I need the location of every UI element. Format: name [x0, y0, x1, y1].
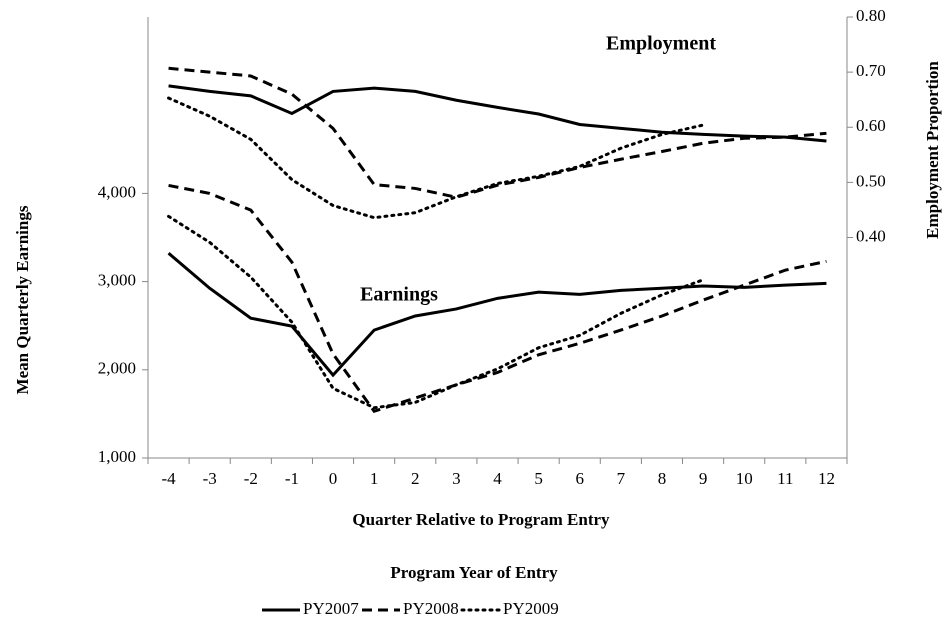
x-tick-label: -2 [244, 469, 258, 488]
legend-label: PY2009 [503, 599, 559, 618]
series-line [168, 183, 827, 414]
x-tick-label: 1 [370, 469, 379, 488]
y2-tick-label: 0.70 [856, 61, 886, 80]
series-line [167, 214, 705, 410]
series-line [168, 84, 827, 143]
legend-title: Program Year of Entry [390, 563, 558, 582]
y-tick-label: 1,000 [98, 447, 136, 466]
x-tick-label: -4 [161, 469, 176, 488]
annotation: Earnings [360, 284, 438, 306]
y2-tick-label: 0.40 [856, 226, 886, 245]
annotation: Employment [606, 33, 716, 55]
x-tick-label: 4 [493, 469, 502, 488]
x-tick-label: 11 [777, 469, 793, 488]
y-tick-label: 2,000 [98, 359, 136, 378]
x-tick-label: 8 [658, 469, 667, 488]
series-line [167, 252, 827, 378]
y2-tick-label: 0.80 [856, 6, 886, 25]
x-axis-title: Quarter Relative to Program Entry [352, 510, 610, 529]
x-tick-label: 6 [575, 469, 584, 488]
x-tick-label: 9 [699, 469, 708, 488]
y-axis-title: Mean Quarterly Earnings [13, 205, 32, 394]
x-tick-label: 7 [617, 469, 626, 488]
series-line [167, 96, 705, 220]
y2-axis-title: Employment Proportion [923, 61, 942, 239]
legend-label: PY2007 [303, 599, 359, 618]
x-tick-label: 12 [818, 469, 835, 488]
series-line [168, 66, 827, 199]
x-tick-label: 5 [534, 469, 543, 488]
x-tick-label: 2 [411, 469, 420, 488]
x-tick-label: 10 [736, 469, 753, 488]
x-tick-label: 3 [452, 469, 461, 488]
y2-tick-label: 0.60 [856, 116, 886, 135]
y-tick-label: 4,000 [98, 182, 136, 201]
x-tick-label: -1 [285, 469, 299, 488]
y-tick-label: 3,000 [98, 271, 136, 290]
y2-tick-label: 0.50 [856, 171, 886, 190]
x-tick-label: -3 [203, 469, 217, 488]
x-tick-label: 0 [329, 469, 338, 488]
legend-label: PY2008 [403, 599, 459, 618]
